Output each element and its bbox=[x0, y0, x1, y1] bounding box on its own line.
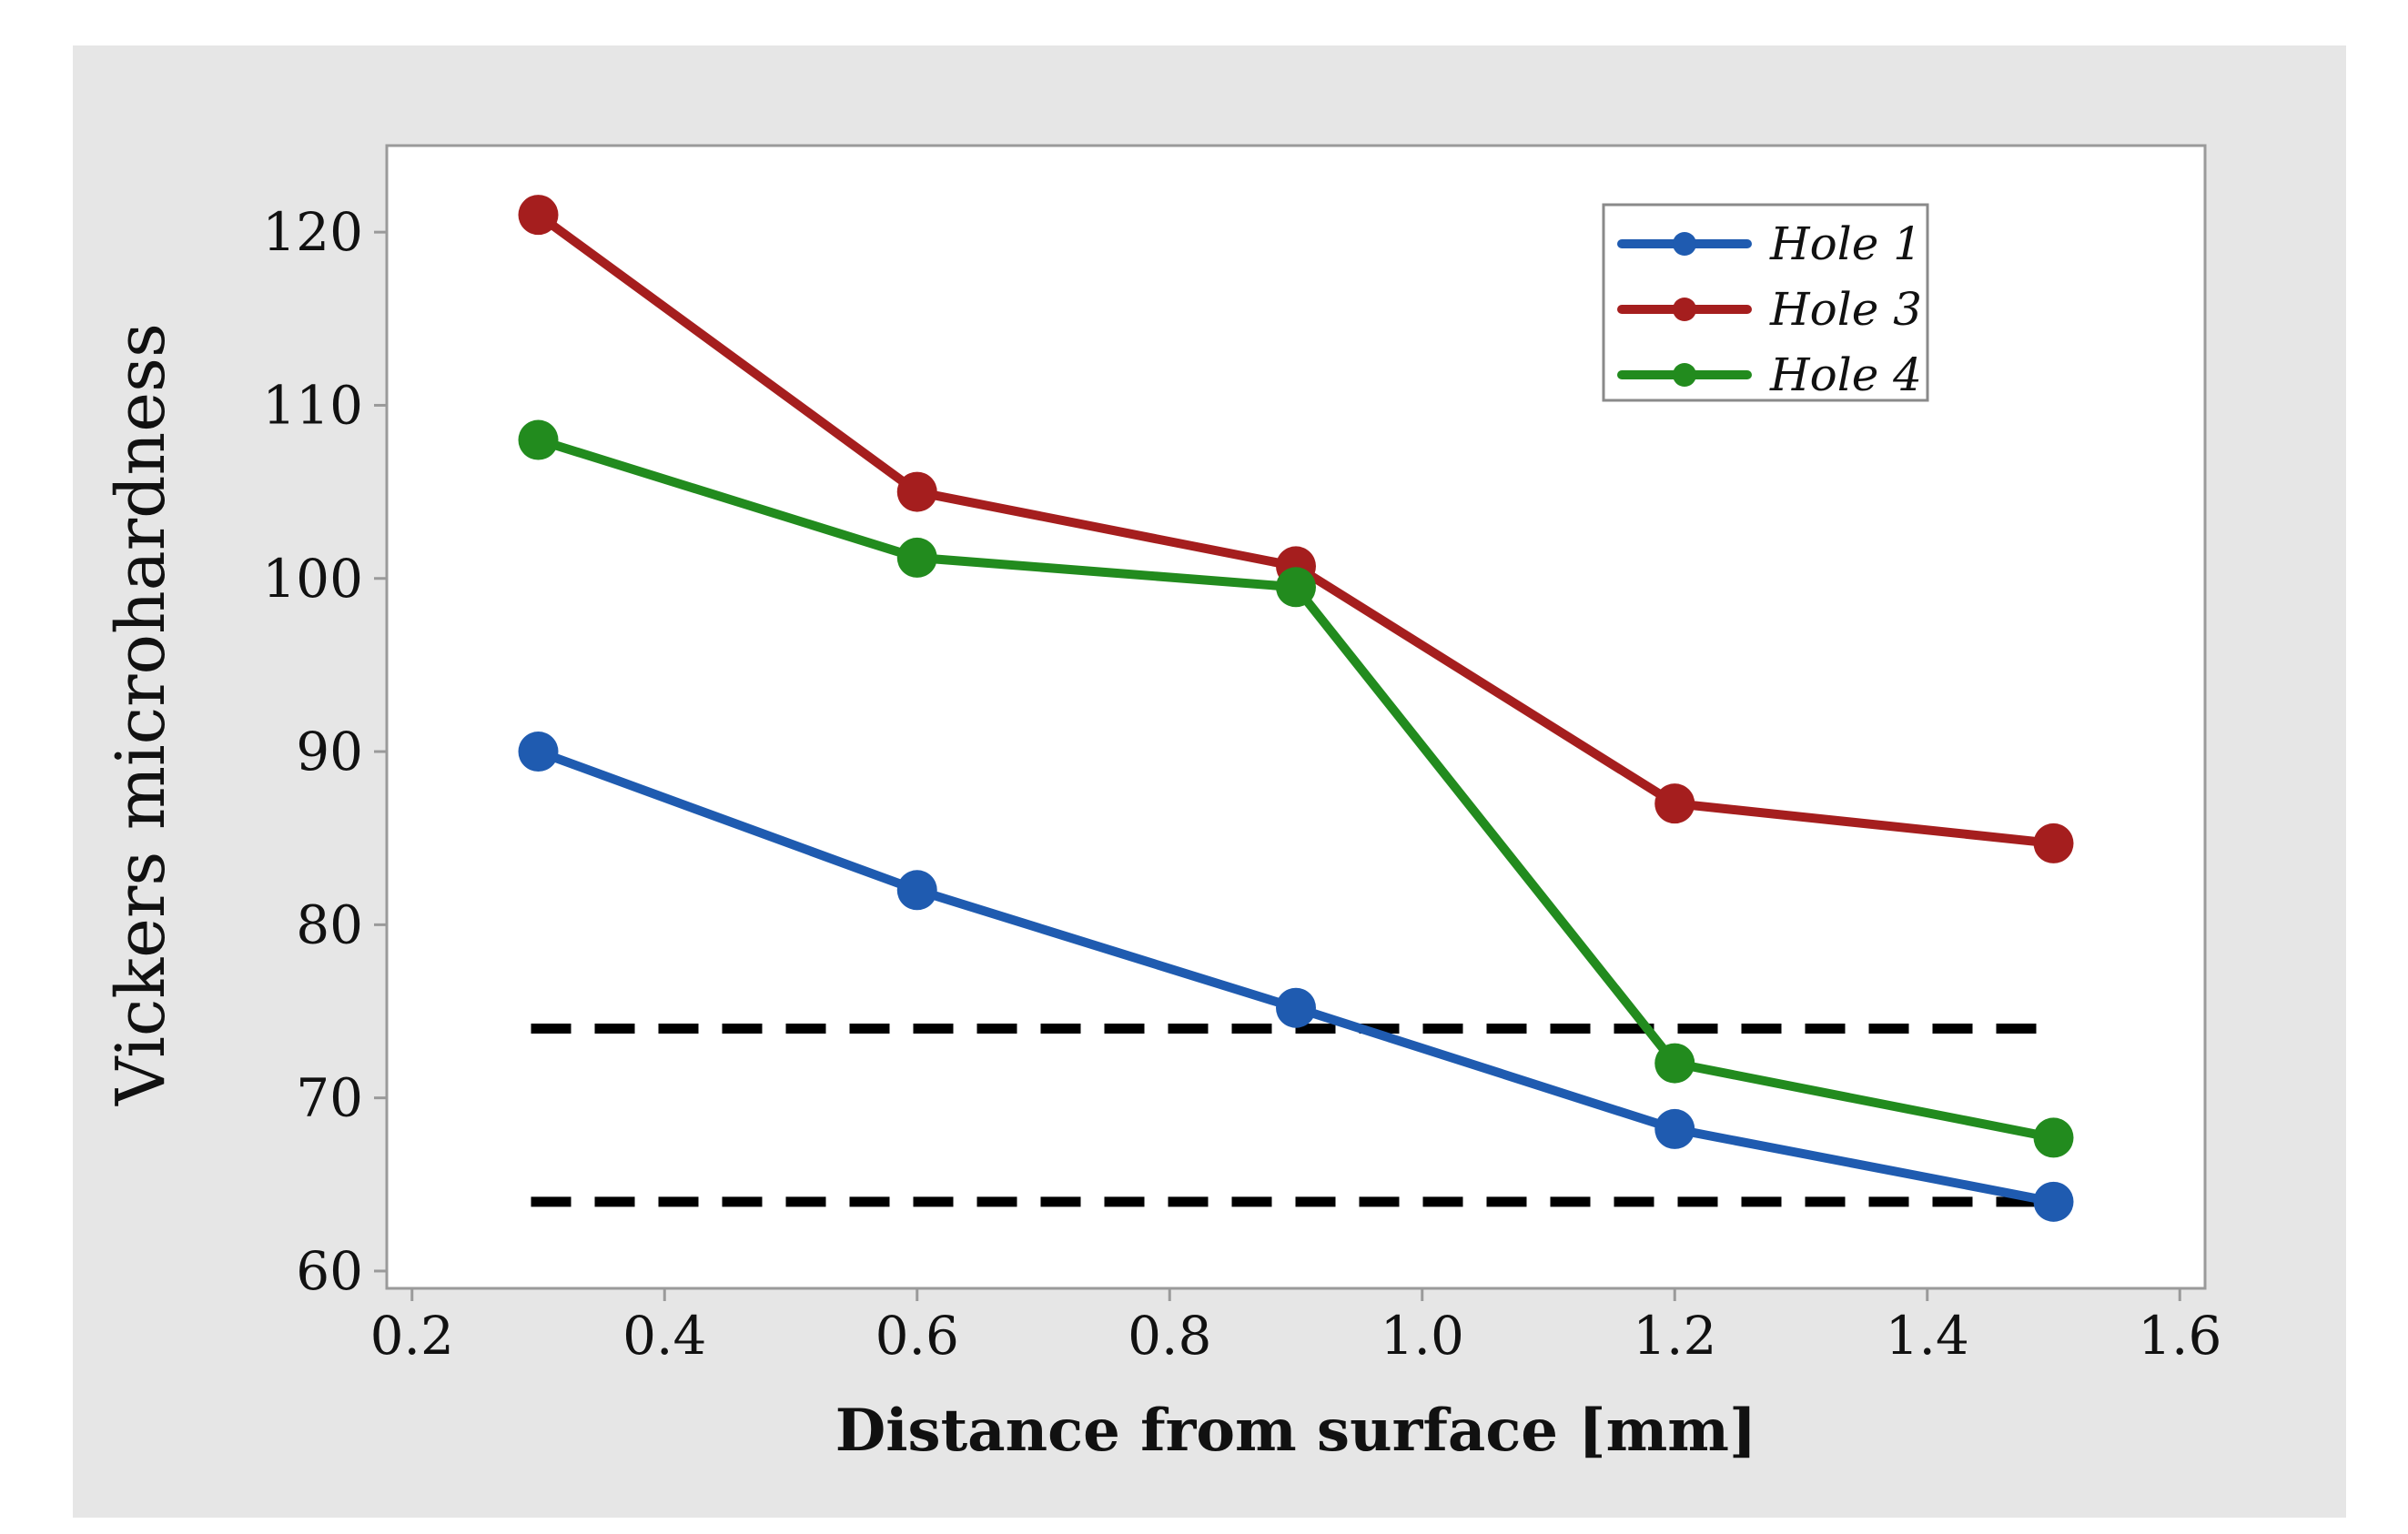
y-tick-label: 120 bbox=[262, 201, 363, 263]
data-point bbox=[2033, 1117, 2074, 1158]
legend-label: Hole 1 bbox=[1769, 217, 1922, 270]
data-point bbox=[518, 732, 559, 772]
x-axis-title: Distance from surface [mm] bbox=[835, 1397, 1757, 1465]
legend-marker bbox=[1673, 298, 1696, 321]
data-point bbox=[1654, 783, 1695, 824]
x-tick-label: 1.4 bbox=[1886, 1305, 1969, 1367]
data-point bbox=[2033, 1181, 2074, 1222]
data-point bbox=[896, 537, 937, 578]
legend: Hole 1 Hole 3 Hole 4 bbox=[1602, 203, 1929, 402]
data-point bbox=[518, 419, 559, 460]
data-point bbox=[518, 195, 559, 236]
y-axis-title: Vickers microhardness bbox=[102, 323, 180, 1106]
x-tick-label: 1.0 bbox=[1381, 1305, 1464, 1367]
data-point bbox=[1276, 987, 1316, 1028]
y-tick-label: 60 bbox=[296, 1240, 363, 1302]
y-tick-label: 110 bbox=[262, 374, 363, 436]
data-point bbox=[1276, 567, 1316, 608]
series-layer bbox=[518, 195, 2074, 1222]
y-tick-label: 80 bbox=[296, 893, 363, 955]
legend-label: Hole 4 bbox=[1769, 348, 1922, 401]
x-tick-label: 1.2 bbox=[1633, 1305, 1716, 1367]
legend-frame bbox=[1602, 203, 1929, 402]
y-tick-label: 90 bbox=[296, 721, 363, 782]
x-tick-label: 0.2 bbox=[370, 1305, 454, 1367]
legend-marker bbox=[1673, 363, 1696, 387]
data-point bbox=[1654, 1108, 1695, 1149]
x-tick-label: 0.4 bbox=[622, 1305, 706, 1367]
x-axis: 0.2 0.4 0.6 0.8 1.0 1.2 1.4 1.6 bbox=[370, 1288, 2221, 1367]
data-point bbox=[896, 471, 937, 512]
legend-marker bbox=[1673, 232, 1696, 256]
y-axis: 60 70 80 90 100 110 120 bbox=[262, 201, 387, 1302]
data-point bbox=[1654, 1043, 1695, 1084]
data-point bbox=[2033, 823, 2074, 863]
data-point bbox=[896, 870, 937, 911]
y-tick-label: 70 bbox=[296, 1067, 363, 1129]
x-tick-label: 0.6 bbox=[875, 1305, 959, 1367]
x-tick-label: 1.6 bbox=[2138, 1305, 2221, 1367]
x-tick-label: 0.8 bbox=[1128, 1305, 1211, 1367]
legend-label: Hole 3 bbox=[1769, 283, 1922, 336]
y-tick-label: 100 bbox=[262, 548, 363, 610]
